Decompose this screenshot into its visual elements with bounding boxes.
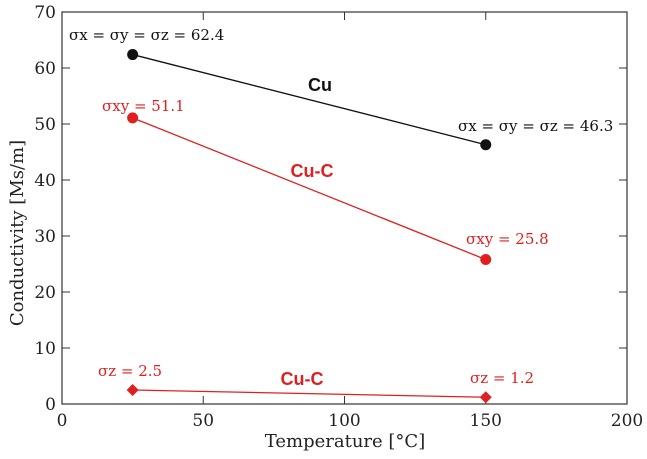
- y-tick-label-4: 40: [34, 171, 56, 191]
- series-layer: [126, 49, 492, 404]
- x-tick-label-2: 100: [328, 411, 360, 431]
- series-1-point-0: [127, 112, 139, 124]
- y-tick-label-6: 60: [34, 59, 56, 79]
- y-tick-label-2: 20: [34, 283, 56, 303]
- annotation-cuc-z-150: σz = 1.2: [470, 369, 534, 387]
- x-tick-label-1: 50: [192, 411, 214, 431]
- annotation-cuc-z-25: σz = 2.5: [98, 362, 162, 380]
- x-axis-title: Temperature [°C]: [265, 431, 425, 452]
- series-line-2: [132, 389, 486, 398]
- x-tick-label-3: 150: [470, 411, 502, 431]
- series-label-cu: Cu: [308, 75, 332, 95]
- series-line-0: [132, 53, 486, 146]
- y-tick-label-7: 70: [34, 3, 56, 23]
- plot-border: [61, 11, 628, 405]
- annotation-cu-150: σx = σy = σz = 46.3: [458, 117, 613, 135]
- x-tick-label-4: 200: [611, 411, 643, 431]
- y-tick-label-1: 10: [34, 339, 56, 359]
- y-axis-title: Conductivity [Ms/m]: [7, 140, 28, 326]
- y-tick-label-3: 30: [34, 227, 56, 247]
- series-1-point-1: [480, 254, 492, 266]
- annotation-cuc-xy-25: σxy = 51.1: [102, 97, 185, 115]
- x-tick-label-0: 0: [57, 411, 68, 431]
- annotation-cuc-xy-150: σxy = 25.8: [466, 230, 549, 248]
- series-2-point-0: [126, 384, 139, 396]
- y-tick-label-0: 0: [45, 395, 56, 415]
- series-0-point-0: [127, 49, 139, 61]
- axis-ticks: 0 50 100 150 200 0 10 20 30 40 50 60 70: [34, 3, 643, 431]
- series-label-cuc-xy: Cu-C: [291, 161, 334, 181]
- y-tick-label-5: 50: [34, 115, 56, 135]
- plot-frame: [61, 11, 628, 405]
- series-line-1: [132, 117, 486, 261]
- series-0-point-1: [480, 139, 492, 151]
- series-label-cuc-z: Cu-C: [281, 369, 324, 389]
- annotation-cu-25: σx = σy = σz = 62.4: [69, 26, 224, 44]
- series-2-point-1: [479, 391, 492, 404]
